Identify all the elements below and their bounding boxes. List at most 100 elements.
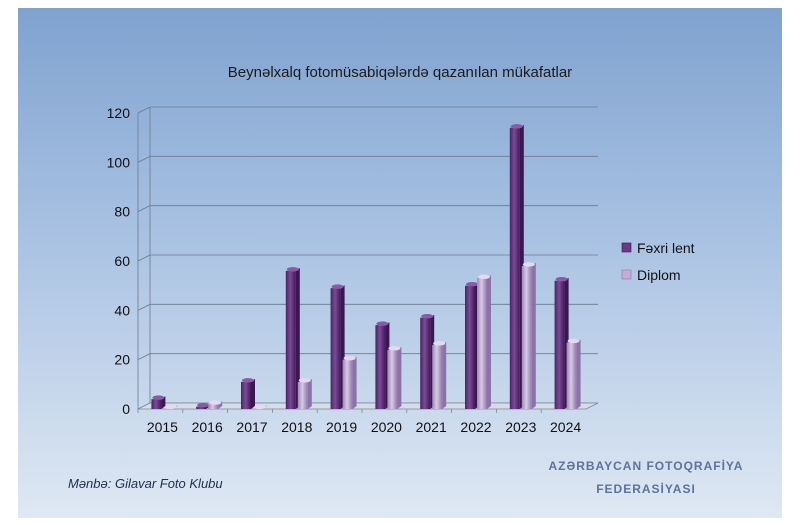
bar-front — [208, 404, 219, 409]
x-axis-labels: 2015 2016 2017 2018 2019 2020 2021 2022 2023 2024 — [147, 419, 582, 435]
bar-front — [521, 265, 532, 409]
bar-top — [478, 274, 490, 279]
source-note: Mənbə: Gilavar Foto Klubu — [68, 476, 223, 491]
bar-front — [387, 349, 398, 409]
legend-label-fexri-lent: Fəxri lent — [637, 240, 695, 256]
legend-swatch-diplom — [621, 269, 632, 280]
bar-diplom-2019 — [342, 355, 357, 409]
bar-side — [397, 346, 402, 409]
bar-top — [242, 378, 254, 383]
bar-top — [343, 355, 356, 361]
gridline-connector — [137, 254, 151, 262]
bar-top — [522, 262, 535, 267]
bar-front — [420, 317, 431, 409]
bar-top — [152, 395, 165, 400]
x-tick-label: 2023 — [505, 419, 536, 435]
gridline-connector — [137, 205, 151, 213]
gridline-connector — [137, 106, 151, 114]
y-tick-label: 60 — [114, 253, 130, 269]
bar-top — [331, 284, 344, 289]
gridline-connector — [137, 303, 151, 311]
bar-side — [576, 339, 581, 409]
bar-fexri-lent-2015 — [151, 395, 166, 409]
bar-fexri-lent-2020 — [375, 321, 390, 409]
gridline-connector — [137, 353, 151, 361]
bars — [151, 124, 581, 410]
bar-side — [218, 401, 223, 409]
bar-side — [487, 275, 491, 409]
bar-fexri-lent-2022 — [465, 281, 479, 409]
bar-front — [432, 344, 443, 409]
legend-swatch-fexri-lent — [621, 242, 632, 253]
bar-top — [197, 402, 210, 408]
bar-top — [254, 404, 266, 410]
gridline-connector — [137, 155, 151, 163]
bar-top — [421, 314, 434, 319]
bar-front — [566, 342, 577, 409]
bar-top — [433, 341, 446, 346]
chart-title: Beynəlxalq fotomüsabiqələrdə qazanılan m… — [228, 64, 572, 81]
bar-top — [376, 321, 389, 326]
y-tick-label: 40 — [114, 302, 130, 318]
bar-side — [531, 262, 536, 409]
bar-fexri-lent-2023 — [509, 124, 524, 410]
bar-front — [375, 325, 386, 409]
bar-side — [295, 267, 300, 409]
x-tick-label: 2022 — [460, 419, 491, 435]
bar-fexri-lent-2024 — [554, 277, 569, 409]
bar-diplom-2022 — [477, 274, 491, 409]
bar-top — [567, 338, 580, 344]
bar-fexri-lent-2017 — [241, 378, 255, 409]
x-tick-label: 2017 — [236, 419, 267, 435]
bar-top — [510, 124, 523, 129]
bar-fexri-lent-2021 — [420, 314, 435, 409]
bar-diplom-2021 — [432, 341, 447, 409]
x-tick-label: 2024 — [550, 419, 581, 435]
y-tick-label: 100 — [107, 154, 131, 170]
legend-label-diplom: Diplom — [637, 267, 681, 283]
bar-front — [196, 406, 207, 409]
x-tick-label: 2018 — [281, 419, 312, 435]
bar-front — [241, 381, 251, 409]
bar-diplom-2016 — [208, 400, 223, 409]
bar-front — [151, 399, 162, 409]
bar-top — [286, 267, 299, 272]
x-tick-label: 2019 — [326, 419, 357, 435]
bar-top — [298, 378, 311, 383]
bar-side — [251, 378, 255, 409]
x-tick-label: 2015 — [147, 419, 178, 435]
bar-front — [509, 127, 520, 410]
y-tick-label: 120 — [107, 105, 131, 121]
bar-front — [342, 359, 353, 409]
bar-diplom-2020 — [387, 346, 402, 409]
y-tick-label: 80 — [114, 204, 130, 220]
bar-front — [297, 381, 308, 409]
bar-diplom-2023 — [521, 262, 536, 409]
bar-top — [466, 281, 478, 287]
bar-top — [388, 346, 401, 351]
bar-side — [442, 341, 447, 409]
bar-side — [161, 396, 166, 409]
bar-side — [352, 356, 357, 409]
bar-front — [330, 288, 341, 409]
federation-name-line2: FEDERASİYASI — [596, 481, 696, 496]
bar-top — [164, 404, 177, 410]
chart-frame — [18, 8, 782, 518]
bar-fexri-lent-2019 — [330, 284, 345, 409]
bar-fexri-lent-2018 — [285, 267, 300, 409]
bar-front — [465, 285, 475, 409]
y-tick-label: 0 — [122, 401, 130, 417]
federation-name-line1: AZƏRBAYCAN FOTOQRAFİYA — [549, 458, 744, 473]
bar-diplom-2015 — [163, 404, 178, 410]
legend: Fəxri lent Diplom — [621, 240, 695, 283]
x-tick-label: 2016 — [192, 419, 223, 435]
x-tick-label: 2020 — [371, 419, 402, 435]
bar-front — [477, 278, 487, 409]
bar-diplom-2024 — [566, 338, 581, 409]
bar-front — [554, 280, 565, 409]
bar-top — [555, 277, 568, 282]
bar-front — [285, 270, 296, 409]
y-axis-labels: 0 20 40 60 80 100 120 — [107, 105, 131, 417]
bar-diplom-2018 — [297, 378, 312, 409]
